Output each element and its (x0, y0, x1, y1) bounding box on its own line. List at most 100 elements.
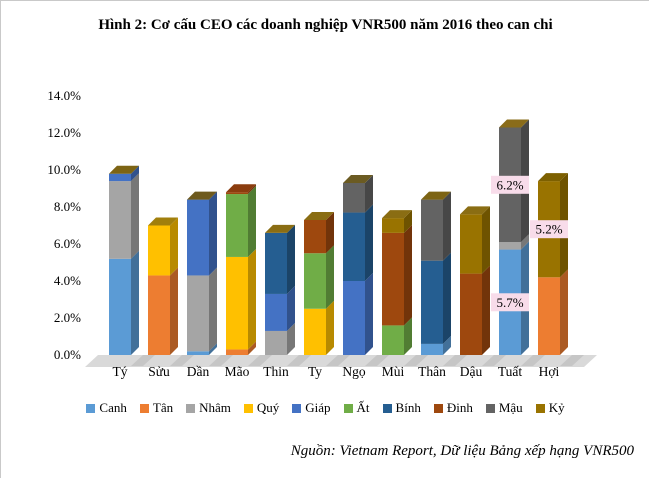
bar-segment-side (326, 245, 334, 309)
bar-segment (343, 182, 365, 213)
bar-segment-side (131, 173, 139, 259)
y-tick-label: 6.0% (54, 236, 81, 251)
bar-segment-side (248, 186, 256, 257)
bar-segment (226, 256, 248, 350)
y-tick-label: 12.0% (47, 125, 81, 140)
bar-shadow (248, 355, 272, 366)
bar-top-cap (499, 119, 529, 128)
bar-shadow (170, 355, 194, 366)
bar-top-cap (187, 191, 217, 200)
bar-top-cap (148, 217, 178, 226)
bar-segment-side (170, 217, 178, 276)
x-axis-label: Thân (418, 364, 446, 379)
bar-segment (304, 219, 326, 254)
legend-item-ất: Ất (343, 400, 370, 416)
bar-segment-side (131, 250, 139, 355)
y-tick-label: 14.0% (47, 88, 81, 103)
legend-item-đinh: Đinh (433, 400, 473, 416)
legend-label: Tân (152, 400, 174, 415)
bar-segment-side (365, 174, 373, 213)
x-axis-label: Mão (225, 364, 250, 379)
bar-segment (265, 330, 287, 355)
bar-segment-side (287, 285, 295, 331)
bar-top-cap (460, 206, 490, 215)
bar-segment-side (209, 191, 217, 276)
bar-top-cap (382, 210, 412, 219)
bar-segment-side (560, 269, 568, 355)
x-axis-label: Hợi (539, 364, 560, 379)
legend-item-bính: Bính (382, 400, 421, 416)
legend-swatch (139, 403, 149, 413)
legend-label: Kỷ (548, 400, 565, 415)
bar-segment (187, 275, 209, 352)
bar-segment-side (404, 224, 412, 326)
data-label: 6.2% (496, 177, 523, 192)
bar-shadow (326, 355, 350, 366)
legend-label: Canh (99, 400, 127, 415)
bar-segment-side (131, 165, 139, 182)
bar-segment-side (209, 343, 217, 355)
bar-segment (109, 258, 131, 355)
bar-segment-side (287, 322, 295, 355)
data-label-box (530, 220, 568, 239)
bar-segment (187, 351, 209, 355)
bar-segment (226, 194, 248, 257)
legend-swatch (243, 403, 253, 413)
x-axis-label: Tuất (498, 364, 523, 379)
bar-segment (460, 214, 482, 274)
legend: Canh Tân Nhâm Quý Giáp Ất Bính Đinh Mậu Kỷ (1, 398, 649, 418)
x-axis-label: Ngọ (342, 364, 365, 379)
y-tick-label: 8.0% (54, 199, 81, 214)
legend-item-canh: Canh (86, 400, 127, 416)
bar-segment-side (248, 341, 256, 355)
legend-swatch (86, 403, 96, 413)
legend-item-nhâm: Nhâm (186, 400, 231, 416)
legend-item-tân: Tân (139, 400, 174, 416)
bar-top-cap (421, 191, 451, 200)
bar-segment (421, 343, 443, 355)
legend-label: Nhâm (199, 400, 231, 415)
bar-segment-side (404, 210, 412, 233)
bar-segment (499, 242, 521, 250)
bar-segment-side (209, 267, 217, 352)
y-tick-label: 10.0% (47, 162, 81, 177)
x-axis-label: Sửu (148, 364, 170, 379)
bar-shadow (560, 355, 584, 366)
bar-top-cap (538, 173, 568, 182)
bar-segment (343, 212, 365, 281)
bar-shadow (365, 355, 389, 366)
legend-swatch (485, 403, 495, 413)
legend-item-kỷ: Kỷ (535, 400, 565, 416)
bar-segment-side (443, 335, 451, 355)
bar-segment (226, 192, 248, 195)
bar-segment-side (326, 300, 334, 355)
bar-segment (109, 181, 131, 259)
legend-swatch (433, 403, 443, 413)
legend-swatch (186, 403, 196, 413)
x-axis-label: Thin (263, 364, 289, 379)
bar-segment (265, 232, 287, 294)
bar-segment-side (248, 248, 256, 350)
legend-item-quý: Quý (243, 400, 279, 416)
bar-segment (538, 277, 560, 355)
legend-label: Mậu (498, 400, 523, 415)
bar-segment-side (404, 317, 412, 355)
x-axis-label: Dậu (460, 364, 483, 379)
bar-segment (109, 173, 131, 182)
legend-item-giáp: Giáp (292, 400, 331, 416)
stacked-bar-plot: 0.0% 2.0% 4.0% 6.0% 8.0% 10.0% 12.0% 14.0% Tý Sửu… (47, 88, 597, 379)
legend-label: Đinh (446, 400, 473, 415)
bar-top-cap (304, 211, 334, 220)
bar-segment (382, 232, 404, 326)
bar-top-cap (343, 174, 373, 183)
bar-top-cap (265, 224, 295, 233)
bar-segment-side (287, 224, 295, 294)
bar-segment (226, 349, 248, 355)
legend-swatch (292, 403, 302, 413)
bar-segment (265, 293, 287, 331)
y-tick-label: 2.0% (54, 310, 81, 325)
legend-label: Bính (395, 400, 421, 415)
legend-item-mậu: Mậu (485, 400, 523, 416)
bar-segment (148, 275, 170, 355)
